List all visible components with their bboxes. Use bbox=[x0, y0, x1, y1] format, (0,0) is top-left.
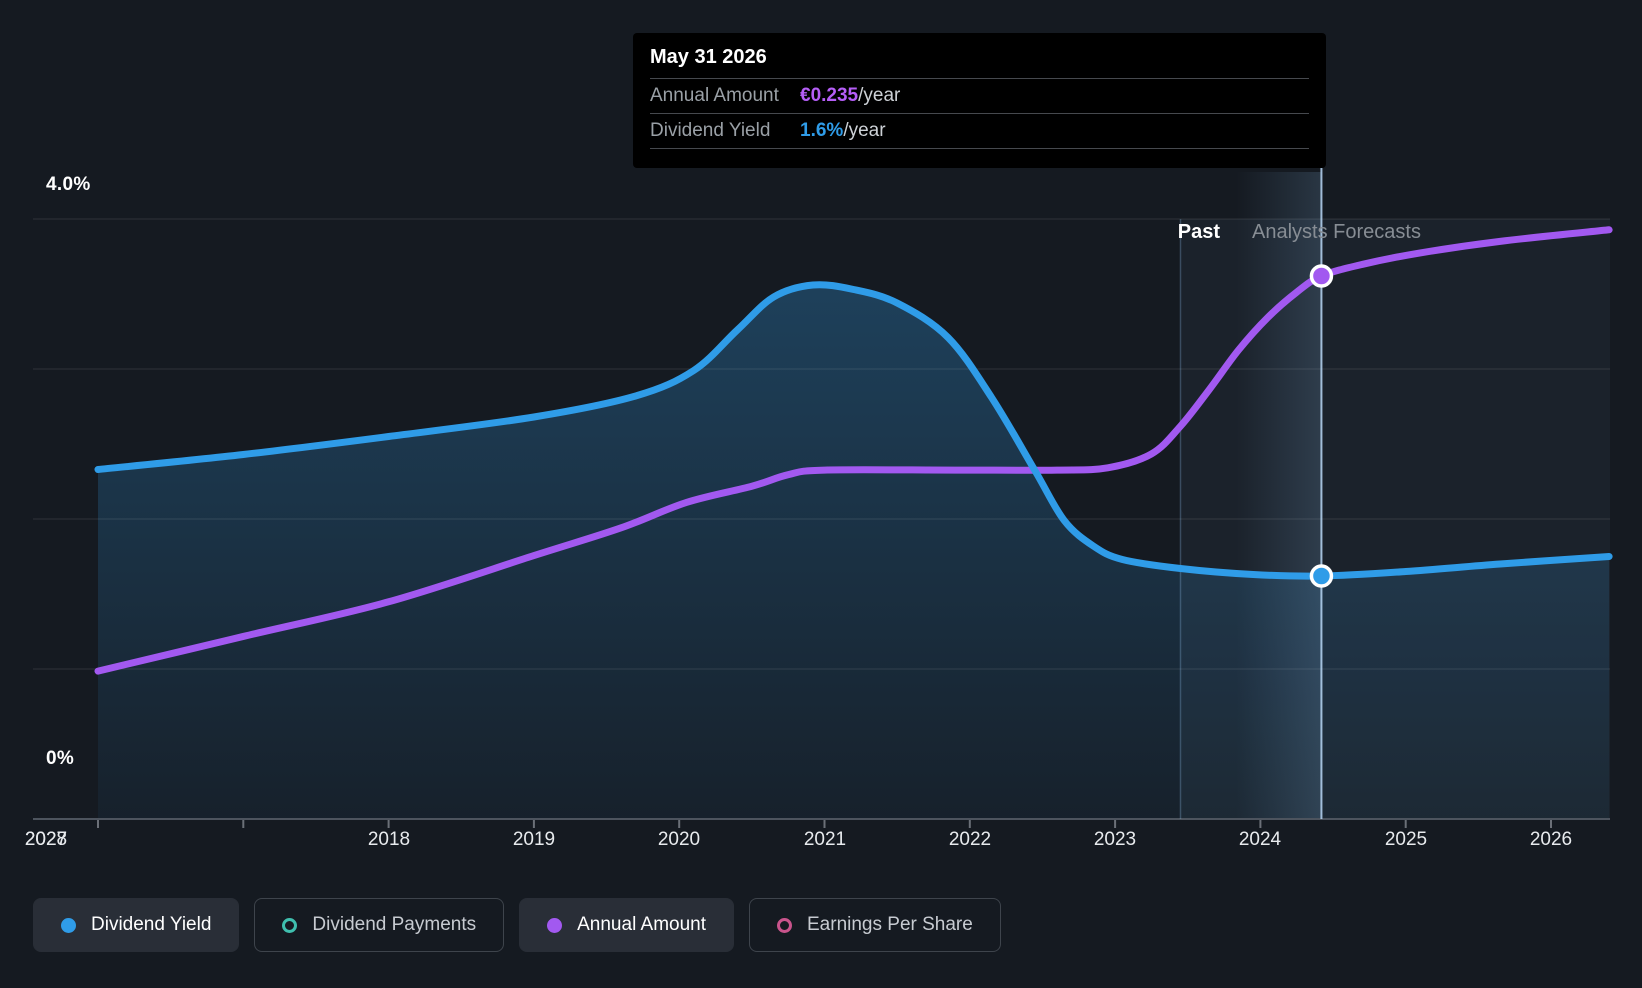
dividend-yield-line bbox=[94, 281, 1613, 580]
x-axis-label-2026: 2026 bbox=[1529, 829, 1573, 850]
x-axis-label-2022: 2022 bbox=[948, 829, 992, 850]
x-axis-label-2028: 2028 bbox=[24, 829, 68, 850]
legend-item-earnings-per-share[interactable]: Earnings Per Share bbox=[749, 898, 1001, 952]
dividend-yield-marker[interactable] bbox=[1309, 564, 1334, 588]
dividend-yield-dot-icon bbox=[61, 917, 76, 933]
x-axis-label-2025: 2025 bbox=[1384, 829, 1428, 850]
x-axis-label-2020: 2020 bbox=[657, 829, 701, 850]
x-axis-label-2018: 2018 bbox=[367, 829, 411, 850]
legend-label: Earnings Per Share bbox=[807, 914, 973, 935]
past-zone-label: Past bbox=[1177, 221, 1220, 243]
legend-label: Dividend Payments bbox=[312, 914, 477, 935]
tooltip-label: Dividend Yield bbox=[650, 120, 771, 141]
hover-tooltip: May 31 2026 Annual Amount €0.235/year Di… bbox=[633, 33, 1326, 168]
x-axis-label-2023: 2023 bbox=[1093, 829, 1137, 850]
legend: Dividend Yield Dividend Payments Annual … bbox=[33, 898, 1001, 952]
earnings-per-share-ring-icon bbox=[777, 917, 792, 933]
tooltip-label: Annual Amount bbox=[650, 85, 779, 106]
legend-label: Dividend Yield bbox=[91, 914, 212, 935]
x-axis-label-2024: 2024 bbox=[1238, 829, 1282, 850]
legend-item-dividend-payments[interactable]: Dividend Payments bbox=[254, 898, 505, 952]
dividend-payments-ring-icon bbox=[282, 917, 298, 933]
tooltip-value: 1.6%/year bbox=[800, 120, 886, 141]
y-axis-label-max: 4.0% bbox=[46, 174, 91, 195]
tooltip-row-dividend-yield: Dividend Yield 1.6%/year bbox=[650, 113, 1309, 148]
legend-item-dividend-yield[interactable]: Dividend Yield bbox=[33, 898, 240, 952]
legend-item-annual-amount[interactable]: Annual Amount bbox=[519, 898, 734, 952]
forecast-zone-label: Analysts Forecasts bbox=[1252, 221, 1421, 243]
x-axis-label-2021: 2021 bbox=[803, 829, 847, 850]
tooltip-row-annual-amount: Annual Amount €0.235/year bbox=[650, 78, 1309, 113]
tooltip-divider bbox=[650, 148, 1309, 163]
annual-amount-dot-icon bbox=[547, 917, 563, 933]
tooltip-value: €0.235/year bbox=[800, 85, 901, 106]
dividend-yield-area bbox=[98, 284, 1610, 819]
y-axis-label-min: 0% bbox=[46, 748, 75, 769]
x-axis-label-2019: 2019 bbox=[512, 829, 556, 850]
tooltip-date: May 31 2026 bbox=[650, 46, 767, 68]
hover-highlight-band bbox=[1235, 172, 1322, 819]
legend-label: Annual Amount bbox=[577, 914, 706, 935]
annual-amount-marker[interactable] bbox=[1309, 264, 1334, 288]
x-axis-label-2027: 2027 bbox=[24, 829, 68, 850]
